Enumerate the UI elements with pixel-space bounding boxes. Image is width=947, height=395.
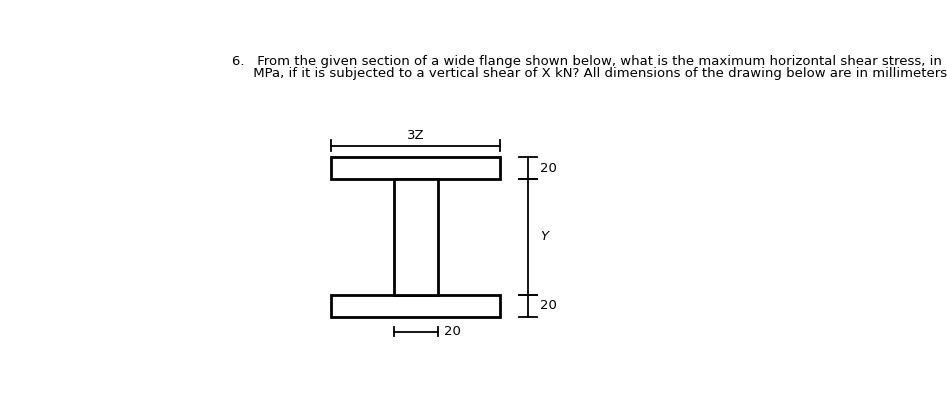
Bar (331, 157, 500, 179)
Text: 3Z: 3Z (407, 129, 424, 142)
Text: 20: 20 (443, 325, 460, 338)
Bar (394, 179, 438, 295)
Text: 20: 20 (541, 299, 557, 312)
Text: 20: 20 (541, 162, 557, 175)
Text: 6.   From the given section of a wide flange shown below, what is the maximum ho: 6. From the given section of a wide flan… (232, 55, 942, 68)
Bar (331, 295, 500, 316)
Text: MPa, if it is subjected to a vertical shear of X kN? All dimensions of the drawi: MPa, if it is subjected to a vertical sh… (232, 67, 947, 80)
Text: Y: Y (541, 230, 548, 243)
